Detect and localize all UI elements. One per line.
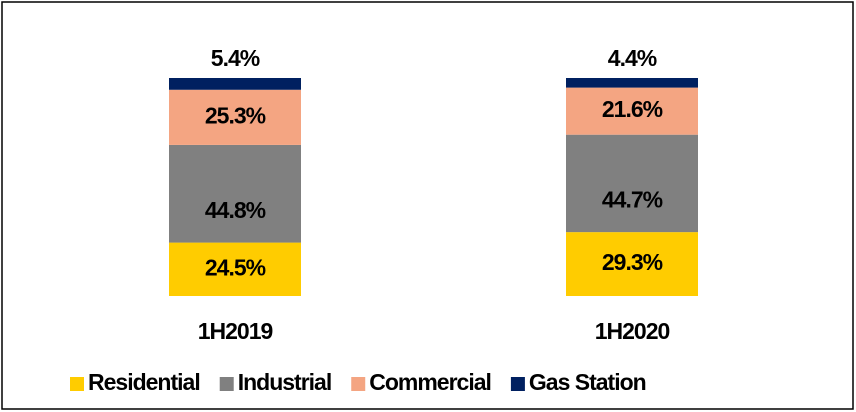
- data-label: 21.6%: [602, 96, 663, 122]
- legend-swatch: [510, 377, 525, 391]
- legend-swatch: [70, 377, 84, 391]
- bar-segment: [169, 78, 301, 90]
- data-label: 4.4%: [608, 45, 657, 71]
- data-label: 44.8%: [205, 197, 266, 223]
- bar-segment: [566, 78, 698, 88]
- legend-label: Gas Station: [529, 369, 646, 395]
- legend-label: Industrial: [238, 369, 332, 395]
- data-label: 44.7%: [602, 186, 663, 212]
- data-label: 24.5%: [205, 254, 266, 280]
- category-label: 1H2020: [595, 318, 670, 344]
- data-label: 29.3%: [602, 249, 663, 275]
- legend-swatch: [219, 377, 234, 391]
- legend-label: Residential: [88, 369, 200, 395]
- bar-segment: [169, 144, 301, 243]
- bar-segment: [566, 134, 698, 233]
- legend-label: Commercial: [369, 369, 491, 395]
- data-label: 5.4%: [211, 45, 260, 71]
- category-label: 1H2019: [198, 318, 273, 344]
- legend-swatch: [351, 377, 366, 391]
- bar-segment: [169, 89, 301, 145]
- data-label: 25.3%: [205, 102, 266, 128]
- bar-segment: [169, 242, 301, 296]
- bar-segment: [566, 232, 698, 296]
- bar-segment: [566, 87, 698, 135]
